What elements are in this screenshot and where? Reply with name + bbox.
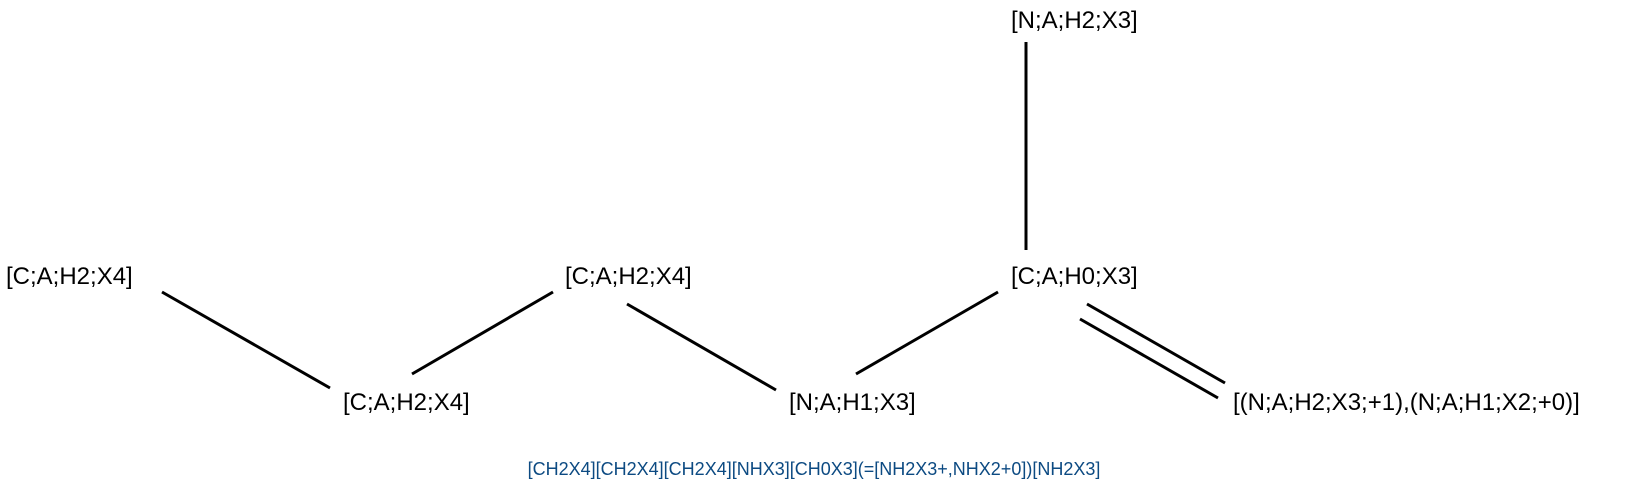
smarts-caption: [CH2X4][CH2X4][CH2X4][NHX3][CH0X3](=[NH2… (528, 459, 1101, 479)
atom-c4-label: [C;A;H0;X3] (1011, 263, 1138, 290)
atom-c3-label: [C;A;H2;X4] (565, 263, 692, 290)
bond-c4-n3-double-b (1079, 317, 1219, 400)
bond-c3-n1 (626, 302, 777, 392)
atom-c2-label: [C;A;H2;X4] (343, 389, 470, 416)
atom-n2-label: [N;A;H2;X3] (1011, 7, 1138, 34)
bond-c4-n3-double-a (1086, 302, 1226, 385)
bond-c2-c3 (411, 290, 554, 376)
bond-c1-c2 (161, 290, 331, 390)
bond-n1-c4 (855, 290, 999, 376)
atom-c1-label: [C;A;H2;X4] (6, 263, 133, 290)
atom-n1-label: [N;A;H1;X3] (789, 389, 916, 416)
atom-n3-label: [(N;A;H2;X3;+1),(N;A;H1;X2;+0)] (1233, 389, 1580, 416)
